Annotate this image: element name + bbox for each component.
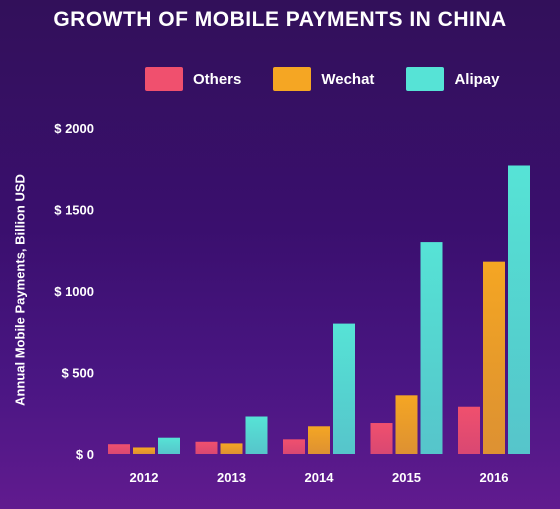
x-tick-label: 2015 [392,470,421,485]
bar-wechat-2015 [395,395,418,454]
bar-alipay-2013 [245,416,268,454]
chart-title: GROWTH OF MOBILE PAYMENTS IN CHINA [53,8,507,31]
legend: Others Wechat Alipay [145,66,531,92]
legend-label-others: Others [193,70,242,88]
x-tick-label: 2014 [305,470,335,485]
bar-wechat-2016 [483,261,505,454]
bar-others-2014 [283,439,305,454]
bar-others-2013 [195,441,218,454]
legend-label-wechat: Wechat [321,70,375,88]
x-tick-label: 2012 [130,470,159,485]
x-tick-label: 2016 [480,470,509,485]
bar-alipay-2016 [508,165,530,455]
bar-alipay-2012 [158,437,180,454]
legend-label-alipay: Alipay [454,70,500,88]
y-tick-label: $ 1500 [54,203,94,218]
legend-item-wechat: Wechat [273,67,374,91]
bar-alipay-2014 [333,323,355,454]
bar-others-2016 [458,406,480,454]
bar-others-2015 [370,423,393,454]
y-tick-label: $ 500 [61,366,94,381]
legend-item-others: Others [145,67,241,91]
bar-alipay-2015 [420,242,443,454]
bar-wechat-2014 [308,426,330,454]
legend-swatch-wechat [273,67,312,91]
x-tick-label: 2013 [217,470,246,485]
y-tick-label: $ 1000 [54,284,94,299]
legend-item-alipay: Alipay [406,67,499,91]
y-tick-label: $ 2000 [54,121,94,136]
bar-others-2012 [108,444,130,454]
legend-swatch-alipay [406,67,445,91]
bar-wechat-2012 [133,447,155,454]
bar-wechat-2013 [220,443,243,454]
y-tick-label: $ 0 [76,447,94,462]
legend-swatch-others [145,67,183,91]
